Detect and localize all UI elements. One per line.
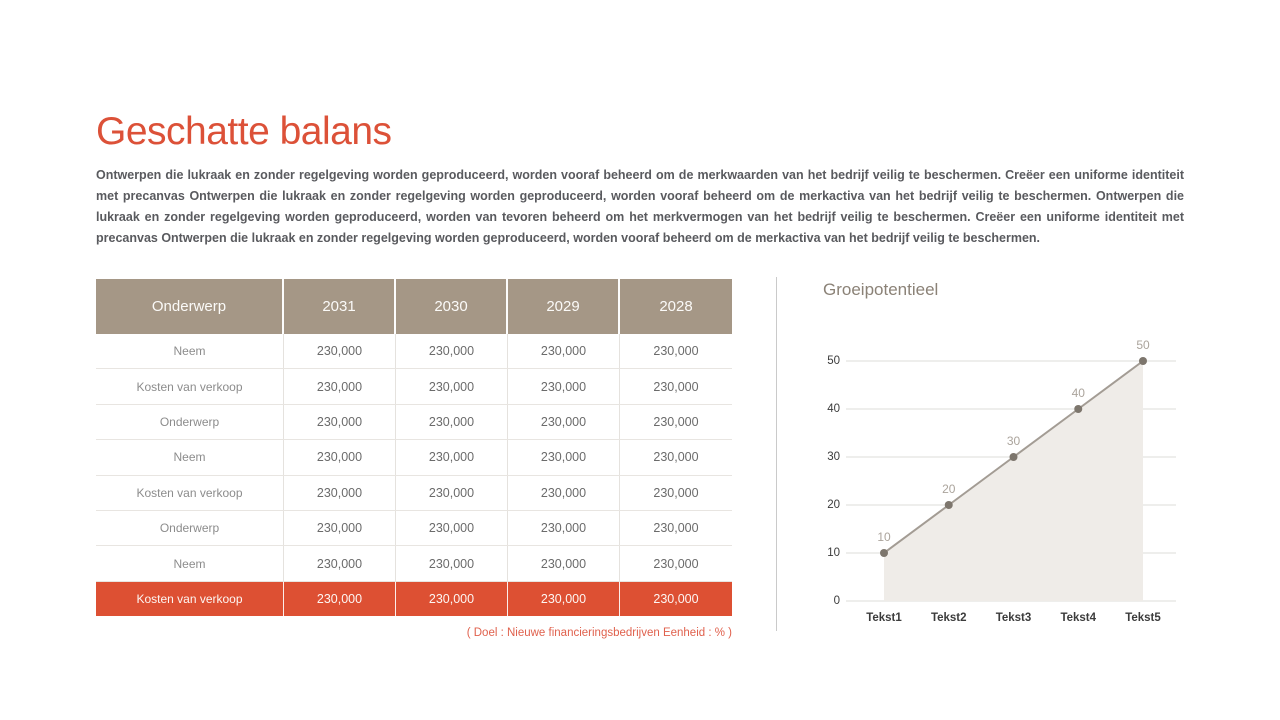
table-header-2028: 2028	[620, 279, 732, 334]
data-point-marker	[1139, 357, 1147, 365]
x-axis-label: Tekst5	[1125, 612, 1161, 624]
table-row: Kosten van verkoop 230,000 230,000 230,0…	[96, 475, 732, 511]
cell-value: 230,000	[508, 581, 620, 617]
cell-value: 230,000	[396, 369, 508, 404]
cell-value: 230,000	[620, 334, 732, 369]
data-point-marker	[944, 501, 953, 509]
table-header-subject: Onderwerp	[96, 279, 284, 334]
table-row: Onderwerp 230,000 230,000 230,000 230,00…	[96, 510, 732, 547]
data-point-marker	[880, 549, 888, 557]
cell-value: 230,000	[284, 510, 396, 546]
row-label: Onderwerp	[96, 510, 284, 546]
cell-value: 230,000	[620, 404, 732, 440]
cell-value: 230,000	[284, 475, 396, 510]
cell-value: 230,000	[620, 440, 732, 475]
area-line-plot	[846, 357, 1176, 602]
y-tick-label: 40	[827, 403, 840, 415]
cell-value: 230,000	[396, 404, 508, 440]
cell-value: 230,000	[508, 440, 620, 475]
balance-table: Onderwerp 2031 2030 2029 2028 Neem 230,0…	[96, 279, 732, 617]
cell-value: 230,000	[396, 546, 508, 581]
row-label: Neem	[96, 546, 284, 581]
cell-value: 230,000	[508, 510, 620, 546]
intro-paragraph: Ontwerpen die lukraak en zonder regelgev…	[96, 167, 1184, 245]
cell-value: 230,000	[508, 546, 620, 581]
cell-value: 230,000	[508, 334, 620, 369]
row-label: Kosten van verkoop	[96, 475, 284, 510]
cell-value: 230,000	[284, 369, 396, 404]
row-label: Kosten van verkoop	[96, 369, 284, 404]
table-row: Neem 230,000 230,000 230,000 230,000	[96, 546, 732, 582]
data-label: 10	[877, 530, 891, 544]
table-row: Kosten van verkoop 230,000 230,000 230,0…	[96, 369, 732, 405]
y-tick-label: 0	[833, 595, 840, 607]
table-header-2029: 2029	[508, 279, 620, 334]
cell-value: 230,000	[396, 334, 508, 369]
cell-value: 230,000	[620, 475, 732, 510]
y-tick-label: 10	[827, 547, 840, 559]
row-label: Kosten van verkoop	[96, 581, 284, 617]
row-label: Neem	[96, 334, 284, 369]
data-label: 20	[942, 482, 956, 496]
table-footnote: ( Doel : Nieuwe financieringsbedrijven E…	[466, 627, 732, 639]
cell-value: 230,000	[620, 369, 732, 404]
cell-value: 230,000	[284, 404, 396, 440]
cell-value: 230,000	[284, 440, 396, 475]
cell-value: 230,000	[396, 475, 508, 510]
data-point-marker	[1074, 405, 1083, 413]
cell-value: 230,000	[620, 510, 732, 546]
cell-value: 230,000	[396, 510, 508, 546]
x-axis-label: Tekst4	[1060, 612, 1097, 624]
area-fill	[884, 361, 1143, 601]
row-label: Neem	[96, 440, 284, 475]
cell-value: 230,000	[620, 546, 732, 581]
cell-value: 230,000	[396, 581, 508, 617]
cell-value: 230,000	[396, 440, 508, 475]
cell-value: 230,000	[620, 581, 732, 617]
table-row-highlighted: Kosten van verkoop 230,000 230,000 230,0…	[96, 581, 732, 617]
y-tick-label: 50	[827, 355, 840, 367]
y-tick-label: 20	[827, 499, 840, 511]
cell-value: 230,000	[284, 581, 396, 617]
x-axis-label: Tekst3	[995, 612, 1032, 624]
cell-value: 230,000	[284, 334, 396, 369]
cell-value: 230,000	[508, 475, 620, 510]
x-axis-label: Tekst1	[866, 612, 902, 624]
row-label: Onderwerp	[96, 404, 284, 440]
page-title: Geschatte balans	[96, 110, 392, 154]
table-header-row: Onderwerp 2031 2030 2029 2028	[96, 279, 732, 334]
cell-value: 230,000	[508, 369, 620, 404]
chart-title: Groeipotentieel	[823, 280, 939, 299]
growth-chart-panel: Groeipotentieel 50 40 30 20 10 0 10 20 3…	[776, 270, 1216, 650]
y-tick-label: 30	[827, 451, 840, 463]
table-header-2030: 2030	[396, 279, 508, 334]
cell-value: 230,000	[284, 546, 396, 581]
table-row: Neem 230,000 230,000 230,000 230,000	[96, 440, 732, 476]
table-header-2031: 2031	[284, 279, 396, 334]
data-label: 50	[1136, 338, 1150, 352]
vertical-divider	[776, 277, 777, 631]
data-point-marker	[1009, 453, 1018, 461]
table-row: Neem 230,000 230,000 230,000 230,000	[96, 334, 732, 370]
data-label: 30	[1006, 434, 1021, 448]
x-axis-label: Tekst2	[930, 612, 967, 624]
table-row: Onderwerp 230,000 230,000 230,000 230,00…	[96, 404, 732, 441]
cell-value: 230,000	[508, 404, 620, 440]
data-label: 40	[1071, 386, 1085, 400]
